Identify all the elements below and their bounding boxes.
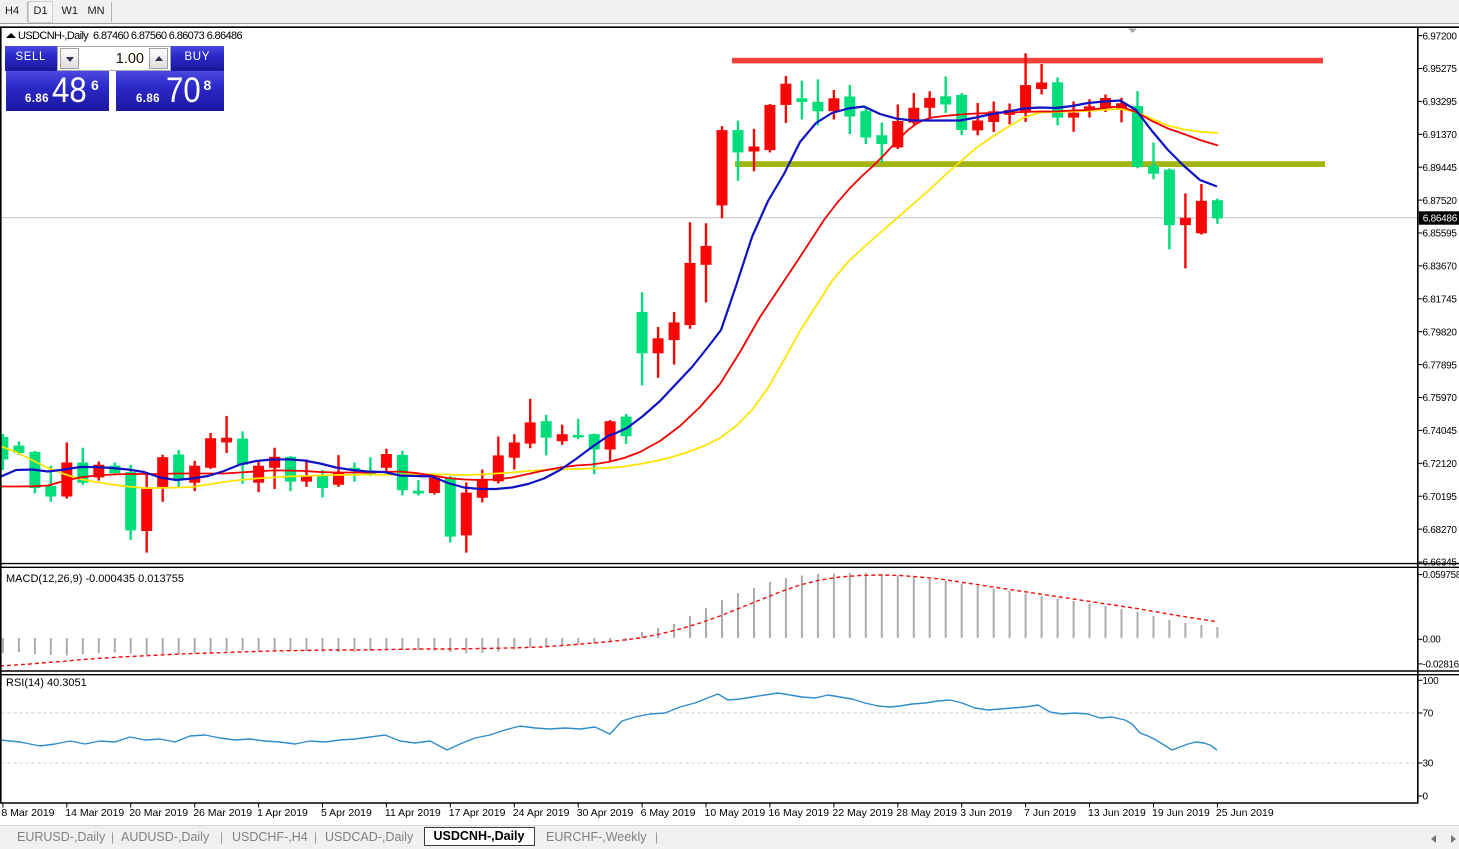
svg-text:6.68270: 6.68270 bbox=[1423, 525, 1458, 536]
svg-text:0.059758: 0.059758 bbox=[1423, 570, 1459, 581]
svg-text:24 Apr 2019: 24 Apr 2019 bbox=[513, 807, 570, 819]
svg-text:100: 100 bbox=[1423, 676, 1440, 687]
svg-text:10 May 2019: 10 May 2019 bbox=[705, 807, 766, 819]
svg-text:11 Apr 2019: 11 Apr 2019 bbox=[385, 807, 441, 819]
svg-text:20 Mar 2019: 20 Mar 2019 bbox=[129, 807, 188, 819]
svg-text:6.97200: 6.97200 bbox=[1423, 31, 1458, 42]
svg-text:6.66345: 6.66345 bbox=[1423, 558, 1458, 569]
svg-text:6.83670: 6.83670 bbox=[1423, 262, 1458, 273]
svg-text:19 Jun 2019: 19 Jun 2019 bbox=[1152, 807, 1210, 819]
svg-text:6.87520: 6.87520 bbox=[1423, 196, 1458, 207]
svg-text:13 Jun 2019: 13 Jun 2019 bbox=[1088, 807, 1146, 819]
svg-text:26 Mar 2019: 26 Mar 2019 bbox=[193, 807, 252, 819]
svg-text:70: 70 bbox=[1423, 709, 1434, 720]
svg-text:6.91370: 6.91370 bbox=[1423, 130, 1458, 141]
svg-text:30: 30 bbox=[1423, 759, 1434, 770]
svg-text:8 Mar 2019: 8 Mar 2019 bbox=[1, 807, 54, 819]
svg-text:16 May 2019: 16 May 2019 bbox=[768, 807, 829, 819]
svg-text:6.85595: 6.85595 bbox=[1423, 229, 1458, 240]
svg-text:14 Mar 2019: 14 Mar 2019 bbox=[65, 807, 124, 819]
svg-text:6.70195: 6.70195 bbox=[1423, 492, 1458, 503]
svg-text:3 Jun 2019: 3 Jun 2019 bbox=[960, 807, 1012, 819]
svg-text:6.77895: 6.77895 bbox=[1423, 360, 1458, 371]
svg-text:6.93295: 6.93295 bbox=[1423, 97, 1458, 108]
svg-text:6 May 2019: 6 May 2019 bbox=[641, 807, 696, 819]
svg-text:6.89445: 6.89445 bbox=[1423, 163, 1458, 174]
svg-text:30 Apr 2019: 30 Apr 2019 bbox=[577, 807, 634, 819]
svg-text:MACD(12,26,9) -0.000435 0.0137: MACD(12,26,9) -0.000435 0.013755 bbox=[6, 573, 184, 585]
svg-text:28 May 2019: 28 May 2019 bbox=[896, 807, 957, 819]
svg-text:1 Apr 2019: 1 Apr 2019 bbox=[257, 807, 308, 819]
svg-text:6.79820: 6.79820 bbox=[1423, 327, 1458, 338]
svg-text:6.86486: 6.86486 bbox=[1423, 214, 1458, 225]
svg-text:6.95275: 6.95275 bbox=[1423, 64, 1458, 75]
svg-text:25 Jun 2019: 25 Jun 2019 bbox=[1216, 807, 1274, 819]
svg-text:-0.02816: -0.02816 bbox=[1423, 659, 1459, 670]
svg-text:0: 0 bbox=[1423, 792, 1429, 803]
svg-text:7 Jun 2019: 7 Jun 2019 bbox=[1024, 807, 1076, 819]
svg-text:6.72120: 6.72120 bbox=[1423, 459, 1458, 470]
svg-text:17 Apr 2019: 17 Apr 2019 bbox=[449, 807, 506, 819]
svg-text:5 Apr 2019: 5 Apr 2019 bbox=[321, 807, 372, 819]
svg-text:22 May 2019: 22 May 2019 bbox=[832, 807, 893, 819]
svg-text:6.75970: 6.75970 bbox=[1423, 393, 1458, 404]
svg-text:6.74045: 6.74045 bbox=[1423, 426, 1458, 437]
svg-text:0.00: 0.00 bbox=[1423, 635, 1442, 646]
svg-text:RSI(14) 40.3051: RSI(14) 40.3051 bbox=[6, 677, 87, 689]
svg-text:6.81745: 6.81745 bbox=[1423, 295, 1458, 306]
